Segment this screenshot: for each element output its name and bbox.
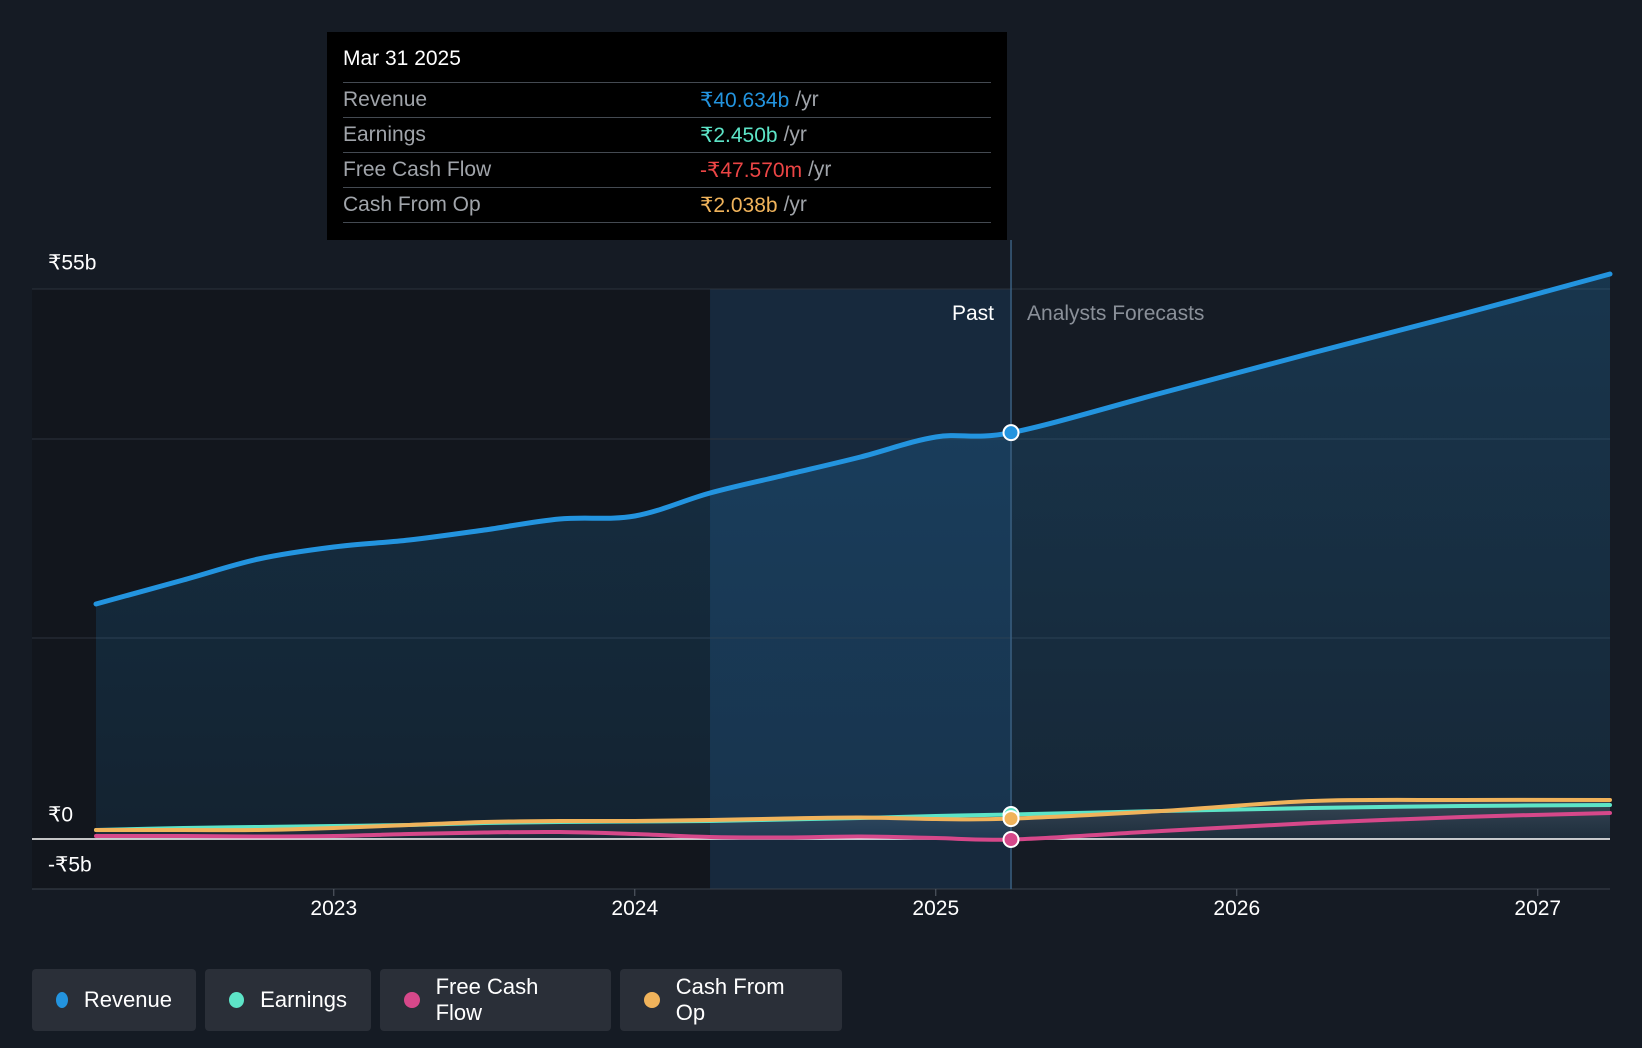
- tooltip-value: -₹47.570m: [700, 158, 803, 182]
- legend-item-earnings[interactable]: Earnings: [205, 969, 371, 1031]
- tooltip-unit: /yr: [783, 123, 807, 146]
- legend: Revenue Earnings Free Cash Flow Cash Fro…: [32, 969, 842, 1031]
- legend-item-cash-from-op[interactable]: Cash From Op: [620, 969, 842, 1031]
- tooltip-label: Free Cash Flow: [343, 158, 492, 181]
- tooltip-value: ₹2.038b: [700, 193, 778, 217]
- tooltip-date: Mar 31 2025: [343, 47, 461, 70]
- tooltip-row-free-cash-flow: Free Cash Flow -₹47.570m /yr: [343, 152, 991, 187]
- tooltip-unit: /yr: [795, 88, 819, 111]
- revenue-marker: [1002, 424, 1020, 442]
- revenue-line: [93, 271, 1613, 607]
- tooltip-label: Revenue: [343, 88, 428, 111]
- x-tick-label: 2025: [912, 897, 959, 920]
- x-tick-label: 2024: [611, 897, 658, 920]
- x-tick-label: 2027: [1514, 897, 1561, 920]
- free-cash-flow-marker: [1002, 830, 1020, 848]
- legend-item-revenue[interactable]: Revenue: [32, 969, 196, 1031]
- cash-from-op-line: [94, 797, 1612, 833]
- x-tick-label: 2023: [310, 897, 357, 920]
- cash-from-op-dot-icon: [644, 992, 660, 1008]
- tooltip-label: Cash From Op: [343, 193, 481, 216]
- free-cash-flow-dot-icon: [404, 992, 420, 1008]
- revenue-area: [96, 274, 1610, 839]
- tooltip-row-earnings: Earnings ₹2.450b /yr: [343, 117, 991, 152]
- tooltip: Mar 31 2025 Revenue ₹40.634b /yr Earning…: [327, 32, 1007, 240]
- earnings-dot-icon: [229, 992, 245, 1008]
- legend-label: Earnings: [260, 987, 347, 1012]
- tooltip-row-cash-from-op: Cash From Op ₹2.038b /yr: [343, 187, 991, 223]
- tooltip-value: ₹2.450b: [700, 123, 778, 147]
- tooltip-label: Earnings: [343, 123, 426, 146]
- free-cash-flow-line: [94, 811, 1612, 842]
- tooltip-row-revenue: Revenue ₹40.634b /yr: [343, 82, 991, 117]
- tooltip-value: ₹40.634b: [700, 88, 790, 112]
- past-label: Past: [952, 302, 994, 325]
- legend-label: Free Cash Flow: [435, 974, 539, 1025]
- y-tick-label: ₹0: [48, 804, 73, 827]
- legend-label: Cash From Op: [675, 974, 785, 1025]
- tooltip-unit: /yr: [808, 158, 832, 181]
- y-tick-label: -₹5b: [48, 854, 92, 877]
- tooltip-unit: /yr: [783, 193, 807, 216]
- x-tick-label: 2026: [1213, 897, 1260, 920]
- y-tick-label: ₹55b: [48, 252, 96, 275]
- legend-label: Revenue: [83, 987, 172, 1012]
- revenue-dot-icon: [56, 992, 68, 1008]
- forecast-label: Analysts Forecasts: [1027, 302, 1204, 325]
- cash-from-op-marker: [1002, 810, 1020, 828]
- legend-item-free-cash-flow[interactable]: Free Cash Flow: [380, 969, 611, 1031]
